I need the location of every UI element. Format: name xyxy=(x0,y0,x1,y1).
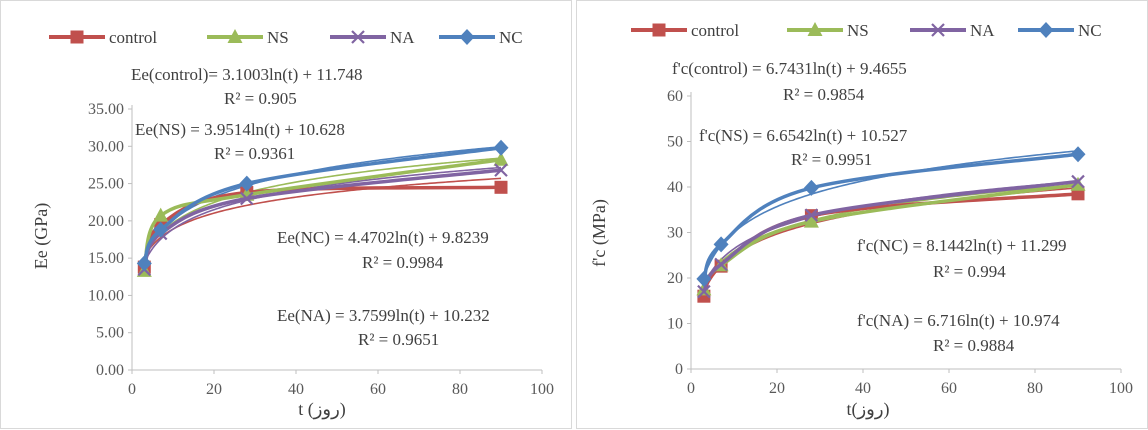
legend-label-na: NA xyxy=(390,28,415,47)
equation-label-na: f'c(NA) = 6.716ln(t) + 10.974 xyxy=(857,311,1060,330)
data-point-na-1 xyxy=(714,257,728,272)
x-tick-label: 40 xyxy=(288,381,304,398)
data-point-ns-3 xyxy=(493,151,509,166)
x-axis-title: t (روز) xyxy=(298,399,346,420)
legend-label-nc: NC xyxy=(499,28,523,47)
y-tick-label: 10.00 xyxy=(88,287,124,304)
data-point-na-2 xyxy=(240,191,254,206)
y-axis-title: f'c (MPa) xyxy=(589,199,610,267)
y-tick-label: 10 xyxy=(667,316,683,333)
trendline-control xyxy=(143,177,502,258)
data-point-nc-2 xyxy=(239,175,255,192)
data-point-ns-3 xyxy=(1070,176,1086,191)
equation-label-ns: Ee(NS) = 3.9514ln(t) + 10.628 xyxy=(135,120,345,139)
x-tick-label: 20 xyxy=(206,381,222,398)
x-tick-label: 0 xyxy=(687,380,695,397)
data-point-nc-0 xyxy=(136,255,152,272)
trendline-na xyxy=(143,166,502,264)
r2-label-na: R² = 0.9651 xyxy=(358,330,439,349)
legend-marker-na xyxy=(351,30,365,44)
y-tick-label: 30 xyxy=(667,225,683,242)
r2-label-nc: R² = 0.9984 xyxy=(362,253,444,272)
r2-label-nc: R² = 0.994 xyxy=(933,262,1006,281)
x-tick-label: 100 xyxy=(1109,380,1133,397)
r2-label-control: R² = 0.905 xyxy=(224,89,297,108)
y-tick-label: 15.00 xyxy=(88,250,124,267)
data-point-ns-2 xyxy=(803,213,819,228)
y-tick-label: 50 xyxy=(667,134,683,151)
y-axis-title: Ee (GPa) xyxy=(31,203,52,269)
x-tick-label: 80 xyxy=(1027,380,1043,397)
x-tick-label: 0 xyxy=(128,381,136,398)
y-tick-label: 0 xyxy=(675,361,683,378)
data-point-na-0 xyxy=(697,284,711,299)
y-tick-label: 35.00 xyxy=(88,101,124,118)
y-tick-label: 20 xyxy=(667,270,683,287)
series-line-ns xyxy=(142,157,502,272)
elastic-modulus-chart-svg: 0.00 5.00 10.00 15.00 20.00 25.00 30.00 35.00 0 2… xyxy=(31,28,554,420)
legend-marker-control xyxy=(70,30,84,44)
x-tick-label: 20 xyxy=(769,380,785,397)
legend-label-nc: NC xyxy=(1078,21,1102,40)
trendline-ns xyxy=(143,157,502,259)
legend-marker-na xyxy=(931,23,945,37)
x-tick-label: 60 xyxy=(941,380,957,397)
r2-label-control: R² = 0.9854 xyxy=(783,85,865,104)
compressive-strength-chart: 0 10 20 30 40 50 60 0 20 40 60 80 100 f'c (MPa) t(روز)… xyxy=(576,0,1148,429)
legend-marker-nc xyxy=(1038,22,1054,38)
y-tick-label: 25.00 xyxy=(88,176,124,193)
x-tick-label: 40 xyxy=(855,380,871,397)
equation-label-na: Ee(NA) = 3.7599ln(t) + 10.232 xyxy=(277,306,490,325)
equation-label-control: Ee(control)= 3.1003ln(t) + 11.748 xyxy=(131,65,362,84)
series-line-nc xyxy=(702,152,1079,280)
y-tick-label: 40 xyxy=(667,179,683,196)
legend-label-control: control xyxy=(109,28,157,47)
x-tick-label: 60 xyxy=(370,381,386,398)
series-line-na xyxy=(702,179,1079,293)
data-point-nc-0 xyxy=(696,270,712,287)
r2-label-ns: R² = 0.9951 xyxy=(791,150,872,169)
series-line-control xyxy=(142,185,502,268)
trendline-nc xyxy=(703,150,1079,278)
y-tick-label: 20.00 xyxy=(88,213,124,230)
series-line-nc xyxy=(142,146,502,265)
legend-marker-ns xyxy=(227,29,243,43)
data-point-nc-3 xyxy=(1070,146,1086,163)
data-point-nc-1 xyxy=(153,221,169,238)
compressive-strength-chart-svg: 0 10 20 30 40 50 60 0 20 40 60 80 100 f'c (MPa) t(روز)… xyxy=(589,21,1133,420)
y-tick-label: 0.00 xyxy=(96,362,124,379)
y-tick-label: 30.00 xyxy=(88,138,124,155)
data-point-na-2 xyxy=(804,208,819,222)
data-point-na-3 xyxy=(494,163,508,177)
x-tick-label: 100 xyxy=(530,381,554,398)
equation-label-control: f'c(control) = 6.7431ln(t) + 9.4655 xyxy=(672,59,907,78)
data-point-nc-2 xyxy=(803,179,819,196)
legend-label-na: NA xyxy=(970,21,995,40)
data-point-control-3 xyxy=(494,180,508,194)
y-tick-label: 60 xyxy=(667,88,683,105)
equation-label-nc: f'c(NC) = 8.1442ln(t) + 11.299 xyxy=(857,236,1067,255)
equation-label-nc: Ee(NC) = 4.4702ln(t) + 9.8239 xyxy=(277,228,489,247)
elastic-modulus-chart: 0.00 5.00 10.00 15.00 20.00 25.00 30.00 35.00 0 2… xyxy=(0,0,572,429)
data-point-nc-1 xyxy=(713,236,729,253)
x-tick-label: 80 xyxy=(452,381,468,398)
equation-label-ns: f'c(NS) = 6.6542ln(t) + 10.527 xyxy=(699,126,908,145)
legend-marker-nc xyxy=(459,29,475,45)
legend-label-control: control xyxy=(691,21,739,40)
data-point-nc-3 xyxy=(493,139,509,156)
r2-label-na: R² = 0.9884 xyxy=(933,336,1015,355)
legend-label-ns: NS xyxy=(847,21,869,40)
y-tick-label: 5.00 xyxy=(96,325,124,342)
legend-marker-ns xyxy=(807,22,823,36)
data-point-ns-1 xyxy=(153,207,169,222)
legend-marker-control xyxy=(652,23,666,37)
legend-label-ns: NS xyxy=(267,28,289,47)
r2-label-ns: R² = 0.9361 xyxy=(214,144,295,163)
data-point-na-3 xyxy=(1071,174,1085,189)
x-axis-title: t(روز) xyxy=(846,399,889,420)
